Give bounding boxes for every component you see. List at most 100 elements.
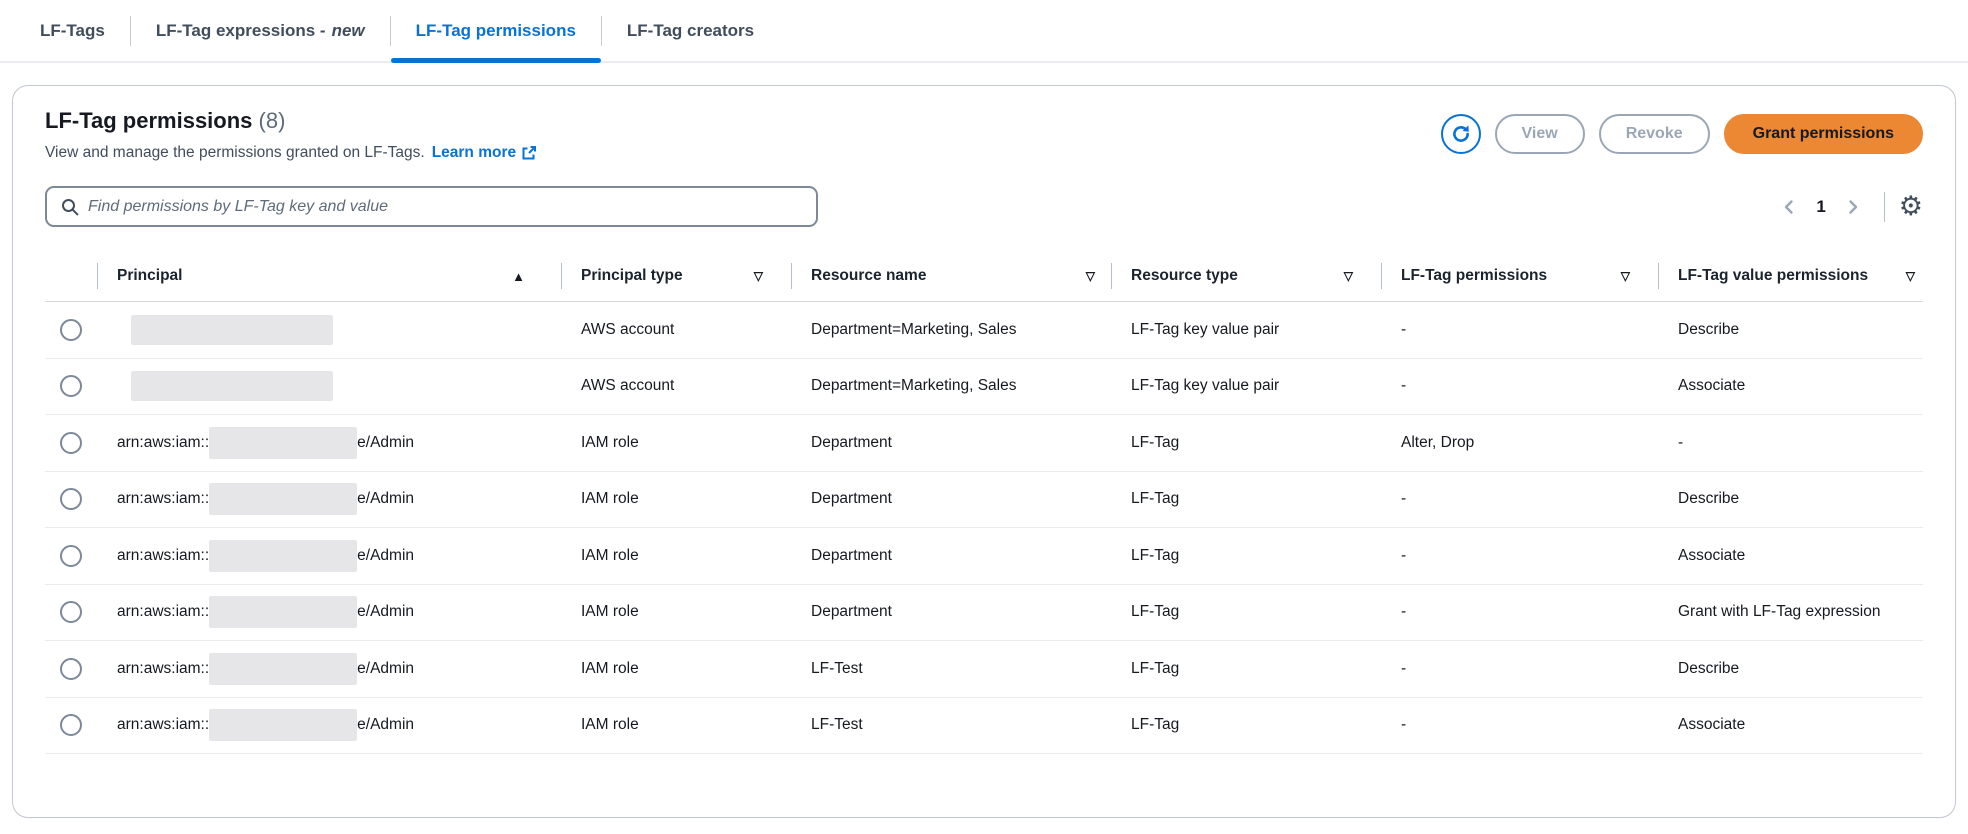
cell-principal: arn:aws:iam:: e/Admin [97,596,561,629]
cell-lf-tag-permissions: - [1401,546,1407,564]
column-sort-icon[interactable]: ▽ [1905,269,1915,283]
revoke-button[interactable]: Revoke [1598,114,1710,154]
cell-principal-type: IAM role [581,546,639,564]
cell-lf-tag-value-permissions: - [1678,433,1684,451]
cell-resource-name: Department [811,490,892,508]
cell-principal [97,371,561,402]
row-select-cell [45,488,97,511]
column-sort-icon[interactable]: ▽ [1620,269,1630,283]
cell-principal-type: IAM role [581,716,639,734]
page-title: LF-Tag permissions (8) [45,108,537,134]
cell-lf-tag-permissions: - [1401,320,1407,338]
previous-page-button[interactable] [1772,190,1806,224]
tab-lf-tag-creators[interactable]: LF-Tag creators [602,0,779,61]
tab-lf-tag-expressions[interactable]: LF-Tag expressions - new [131,0,390,61]
column-sort-icon[interactable]: ▽ [1343,269,1353,283]
toolbar-divider [1883,191,1885,222]
row-radio-button[interactable] [60,375,82,398]
tab-divider [600,15,602,46]
cell-resource-name: Department [811,433,892,451]
row-select-cell [45,431,97,454]
column-header-lf-tag-value-permissions[interactable]: LF-Tag value permissions ▽ [1658,262,1923,290]
row-select-cell [45,318,97,341]
refresh-button[interactable] [1440,114,1481,154]
cell-resource-type: LF-Tag [1131,659,1180,677]
external-link-icon [522,146,537,160]
principal-text: arn:aws:iam:: [117,659,210,677]
table-row: AWS account Department=Marketing, Sales … [45,359,1923,415]
cell-principal: arn:aws:iam:: e/Admin [97,539,561,572]
table-row: arn:aws:iam:: e/Admin IAM role LF-Test LF… [45,698,1923,754]
table-toolbar: 1 ⚙ [45,186,1923,227]
row-radio-button[interactable] [60,601,82,624]
panel-header: LF-Tag permissions (8) View and manage t… [45,100,1923,162]
selection-column-header [45,262,97,290]
search-box [45,186,818,227]
current-page-number[interactable]: 1 [1816,196,1826,216]
cell-resource-type: LF-Tag [1131,433,1180,451]
item-count: (8) [258,108,286,133]
column-sort-icon[interactable]: ▽ [753,269,763,283]
cell-lf-tag-permissions: - [1401,377,1407,395]
cell-resource-name: LF-Test [811,716,863,734]
row-radio-button[interactable] [60,488,82,511]
grant-permissions-button[interactable]: Grant permissions [1723,114,1923,154]
row-radio-button[interactable] [60,714,82,737]
principal-text: arn:aws:iam:: [117,716,210,734]
column-header-resource-name[interactable]: Resource name ▽ [791,262,1111,290]
cell-principal: arn:aws:iam:: e/Admin [97,652,561,685]
tab-divider [389,15,391,46]
principal-text: e/Admin [357,659,415,677]
row-select-cell [45,544,97,567]
cell-principal-type: IAM role [581,659,639,677]
principal-text: e/Admin [357,490,415,508]
panel-description: View and manage the permissions granted … [45,144,537,162]
principal-text: e/Admin [357,603,415,621]
table-row: AWS account Department=Marketing, Sales … [45,302,1923,359]
redacted-principal [209,483,358,516]
cell-resource-name: Department=Marketing, Sales [811,320,1017,338]
row-radio-button[interactable] [60,431,82,454]
principal-text: arn:aws:iam:: [117,433,210,451]
redacted-principal [209,596,358,629]
column-header-principal[interactable]: Principal ▲ [97,262,561,290]
view-button[interactable]: View [1494,114,1585,154]
search-input[interactable] [88,197,802,216]
row-radio-button[interactable] [60,657,82,680]
principal-text: e/Admin [357,546,415,564]
redacted-principal [209,652,358,685]
row-radio-button[interactable] [60,544,82,567]
redacted-principal [131,314,333,345]
principal-text: e/Admin [357,433,415,451]
row-select-cell [45,657,97,680]
action-buttons: View Revoke Grant permissions [1440,114,1923,154]
table-row: arn:aws:iam:: e/Admin IAM role Department… [45,415,1923,472]
column-sort-icon[interactable]: ▽ [1085,269,1095,283]
cell-lf-tag-value-permissions: Describe [1678,490,1740,508]
cell-lf-tag-value-permissions: Associate [1678,546,1746,564]
tab-lf-tags[interactable]: LF-Tags [40,0,130,61]
cell-lf-tag-value-permissions: Describe [1678,659,1740,677]
cell-resource-type: LF-Tag [1131,603,1180,621]
column-header-resource-type[interactable]: Resource type ▽ [1111,262,1381,290]
title-text: LF-Tag permissions [45,108,253,133]
sort-ascending-icon[interactable]: ▲ [512,268,525,284]
cell-lf-tag-permissions: - [1401,659,1407,677]
learn-more-link[interactable]: Learn more [432,144,537,162]
table-settings-gear-icon[interactable]: ⚙ [1898,191,1923,221]
column-header-principal-type[interactable]: Principal type ▽ [561,262,791,290]
table-body: AWS account Department=Marketing, Sales … [45,302,1923,754]
cell-principal-type: AWS account [581,320,675,338]
cell-principal: arn:aws:iam:: e/Admin [97,426,561,459]
cell-principal-type: IAM role [581,603,639,621]
tab-label: LF-Tag creators [626,20,755,40]
cell-lf-tag-permissions: - [1401,490,1407,508]
cell-lf-tag-value-permissions: Grant with LF-Tag expression [1678,603,1881,621]
cell-principal: arn:aws:iam:: e/Admin [97,483,561,516]
next-page-button[interactable] [1836,190,1870,224]
cell-lf-tag-permissions: - [1401,603,1407,621]
row-radio-button[interactable] [60,318,82,341]
column-header-lf-tag-permissions[interactable]: LF-Tag permissions ▽ [1381,262,1658,290]
cell-resource-type: LF-Tag [1131,716,1180,734]
tab-lf-tag-permissions[interactable]: LF-Tag permissions [390,0,602,63]
